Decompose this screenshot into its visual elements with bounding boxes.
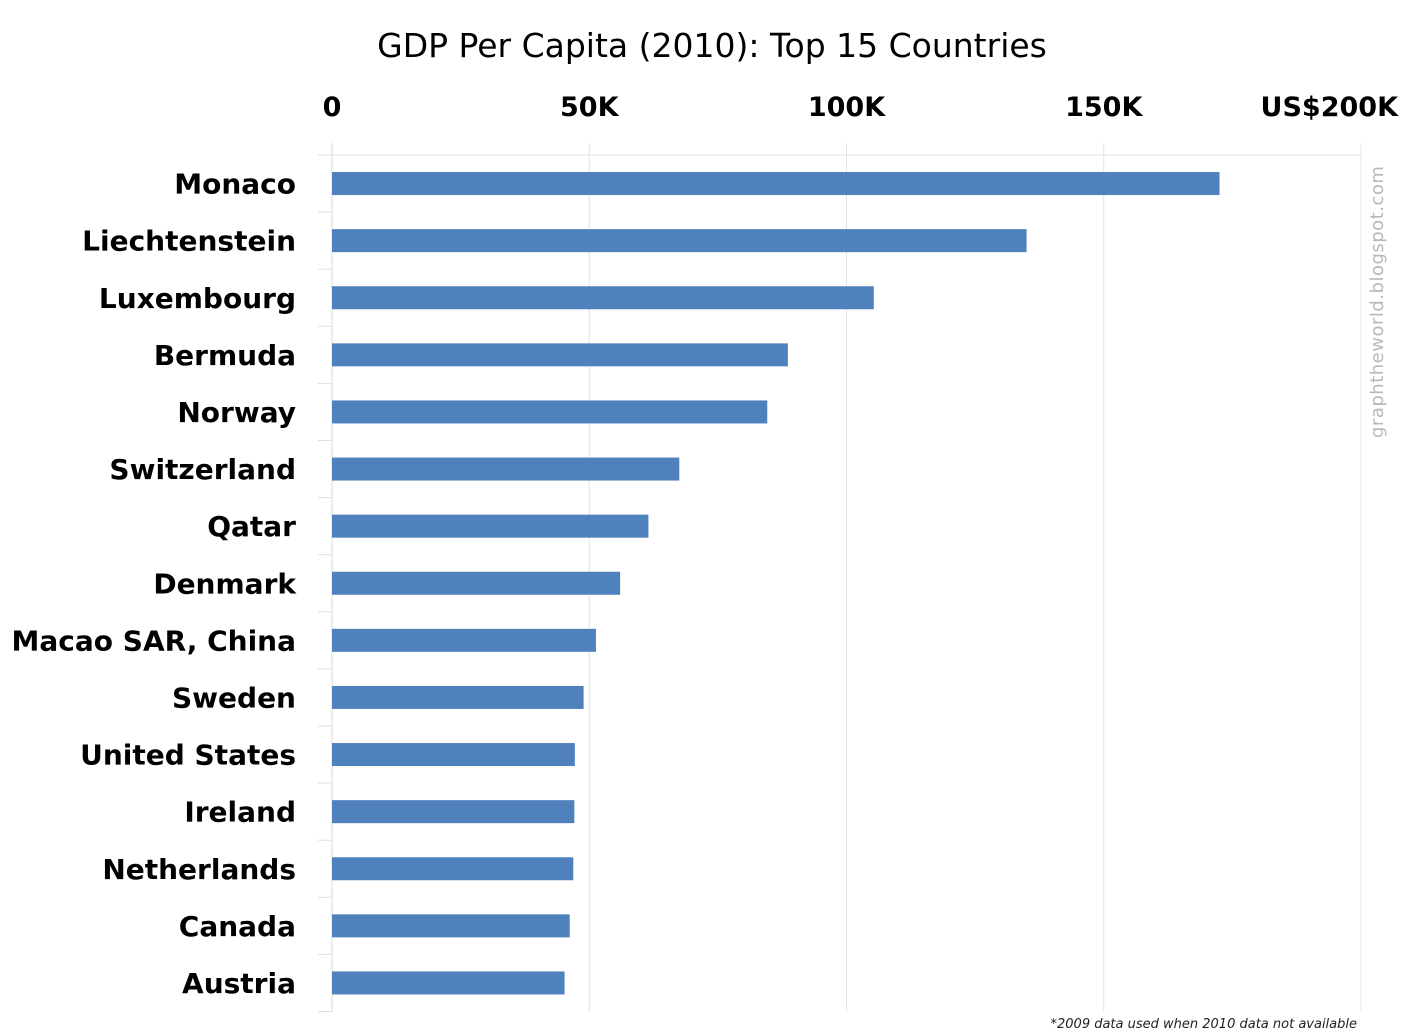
bar [332,685,584,709]
watermark-text: graphtheworld.blogspot.com [1367,166,1388,438]
x-tick-label: 150K [1065,92,1143,123]
category-label: Liechtenstein [82,225,296,258]
bar [332,343,788,367]
bar [332,857,574,881]
category-label: Netherlands [102,853,296,886]
bar [332,229,1027,253]
category-label: Switzerland [109,453,296,486]
category-label: Bermuda [154,339,296,372]
bar [332,800,575,824]
bar [332,457,680,481]
category-label: Macao SAR, China [12,624,296,657]
category-label: Austria [182,967,296,1000]
category-label: Luxembourg [99,282,296,315]
bar [332,914,570,938]
x-axis-tick-labels: 0 50K 100K 150K US$200K [323,92,1399,123]
bar [332,400,768,424]
x-tick-label: 0 [323,92,342,123]
category-label: Ireland [184,796,296,829]
bar [332,571,621,595]
category-label: Sweden [172,681,296,714]
footnote-text: *2009 data used when 2010 data not avail… [1051,1017,1358,1032]
x-tick-label: 100K [808,92,886,123]
category-label: Canada [179,910,296,943]
category-label: Monaco [174,168,296,201]
y-axis-category-labels: Monaco Liechtenstein Luxembourg Bermuda Norw… [12,168,298,1000]
category-label: Denmark [153,567,297,600]
chart-title: GDP Per Capita (2010): Top 15 Countries [377,26,1047,65]
category-label: Norway [177,396,296,429]
bar [332,286,874,310]
x-tick-label: US$200K [1261,92,1400,123]
bar [332,514,649,538]
bar [332,743,575,767]
bars [332,172,1220,995]
x-tick-label: 50K [560,92,620,123]
bar [332,628,596,652]
bar [332,172,1220,196]
category-label: Qatar [207,510,296,543]
category-label: United States [80,739,296,772]
bar [332,971,565,995]
